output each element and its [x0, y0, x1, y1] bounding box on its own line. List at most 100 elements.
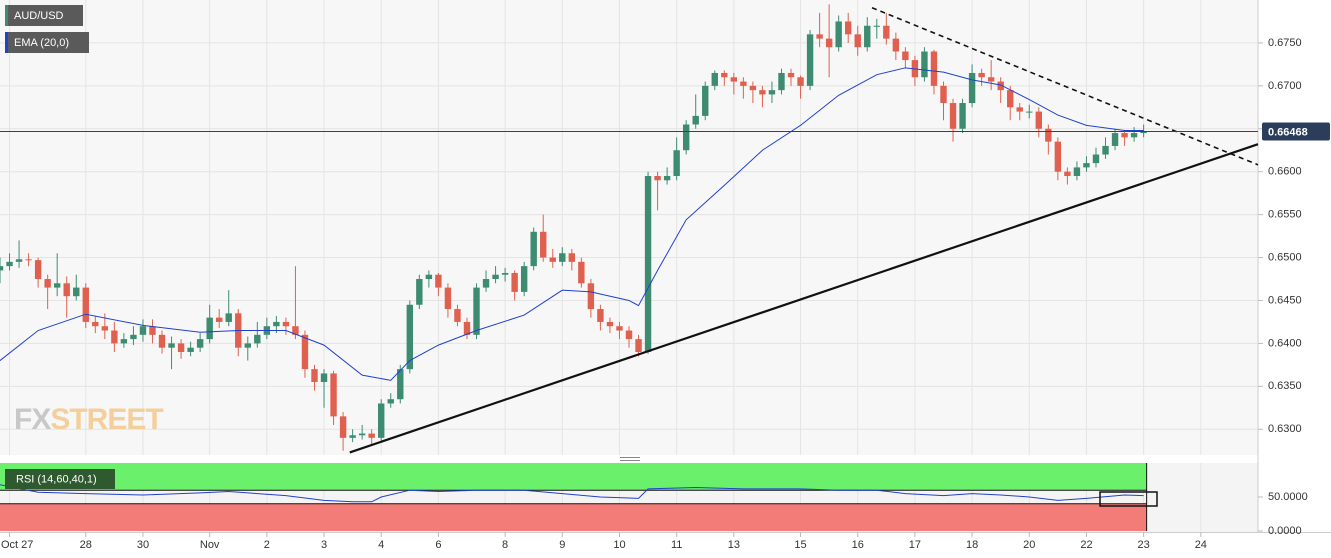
x-tick-label: 10	[613, 539, 625, 551]
candle-body	[711, 72, 718, 86]
candle-body	[940, 85, 947, 104]
candle-body	[492, 274, 499, 280]
candle-body	[0, 266, 4, 271]
candle-body	[149, 326, 156, 335]
candle-body	[225, 313, 232, 322]
x-tick-label: 6	[435, 539, 441, 551]
candle-body	[320, 373, 328, 383]
candle-body	[749, 85, 757, 91]
upper-zone	[0, 463, 1147, 491]
candle-body	[873, 25, 880, 27]
candle-body	[15, 259, 23, 262]
x-tick-label: 15	[794, 539, 806, 551]
candle-body	[282, 321, 290, 327]
candle-body	[682, 124, 690, 151]
x-tick-label: 13	[728, 539, 740, 551]
candle-body	[330, 373, 337, 417]
watermark-part: FX	[14, 403, 51, 436]
x-tick-label: Oct 27	[1, 539, 33, 551]
candle-body	[787, 72, 795, 78]
highlight-box	[1099, 491, 1158, 507]
candle-body	[987, 77, 995, 82]
candle-body	[482, 279, 490, 288]
watermark-part: STREET	[50, 403, 163, 436]
x-tick-label: 20	[1023, 539, 1035, 551]
legend-label: EMA (20,0)	[14, 37, 69, 49]
candle-body	[44, 279, 51, 288]
candle-body	[844, 21, 852, 35]
candle-body	[1111, 133, 1119, 146]
candle-body	[606, 321, 614, 327]
x-tick-label: 3	[321, 539, 327, 551]
candle-body	[82, 287, 89, 322]
trendline	[871, 6, 1259, 166]
candle-body	[530, 231, 537, 267]
candle-body	[1092, 154, 1100, 164]
candle-body	[406, 304, 414, 370]
candle-body	[663, 175, 671, 181]
candle-body	[654, 175, 661, 181]
x-tick-label: 9	[559, 539, 565, 551]
candle-body	[959, 103, 966, 129]
candle-body	[759, 90, 766, 95]
x-tick-label: 23	[1138, 539, 1150, 551]
y-tick-label: 50.0000	[1268, 491, 1308, 503]
candle-body	[1140, 131, 1147, 134]
candle-body	[463, 321, 471, 335]
y-tick-label: 0.6600	[1268, 166, 1302, 178]
candle-body	[254, 334, 261, 344]
lower-zone	[0, 503, 1147, 531]
candle-body	[397, 369, 404, 400]
candle-body	[597, 309, 604, 322]
last-price-box	[1262, 122, 1330, 141]
candle-body	[578, 261, 585, 284]
candle-body	[902, 51, 909, 61]
candle-body	[444, 287, 452, 310]
candle-body	[120, 339, 128, 344]
candle-body	[1007, 90, 1014, 108]
candle-body	[358, 433, 366, 436]
x-tick-label: 24	[1195, 539, 1207, 551]
candle-body	[1121, 133, 1128, 138]
x-tick-label: 11	[671, 539, 682, 551]
candle-body	[797, 77, 804, 86]
candle-body	[806, 34, 814, 86]
candle-body	[568, 253, 576, 262]
candle-body	[378, 403, 385, 438]
candle-body	[549, 257, 556, 262]
candle-body	[53, 283, 61, 288]
candle-body	[692, 115, 699, 125]
candle-body	[825, 38, 833, 48]
y-tick-label: 0.6450	[1268, 294, 1302, 306]
candle-body	[6, 261, 13, 267]
candle-body	[540, 231, 547, 258]
legend-box	[5, 5, 83, 26]
candle-body	[1045, 128, 1052, 142]
candle-body	[511, 273, 518, 292]
candle-body	[616, 326, 623, 331]
candle-body	[111, 330, 118, 344]
candle-body	[721, 72, 728, 78]
candle-body	[139, 326, 147, 335]
candle-body	[196, 339, 204, 348]
candle-body	[63, 283, 70, 297]
legend-label: AUD/USD	[14, 10, 64, 22]
y-tick-label: 0.6500	[1268, 251, 1302, 263]
candle-body	[387, 399, 394, 404]
candle-body	[559, 253, 566, 262]
y-tick-label: 0.6350	[1268, 380, 1302, 392]
candle-body	[244, 343, 251, 348]
x-tick-label: 4	[378, 539, 384, 551]
legend-label: RSI (14,60,40,1)	[16, 473, 97, 485]
candle-body	[425, 274, 433, 280]
legend-box	[5, 32, 89, 53]
x-tick-label: 22	[1080, 539, 1092, 551]
candle-body	[454, 309, 461, 322]
candle-body	[1130, 133, 1138, 138]
candle-body	[168, 343, 175, 348]
candle-body	[702, 85, 709, 116]
candle-body	[473, 287, 480, 335]
watermark: FXSTREET	[14, 403, 163, 436]
y-tick-label: 0.6550	[1268, 209, 1302, 221]
